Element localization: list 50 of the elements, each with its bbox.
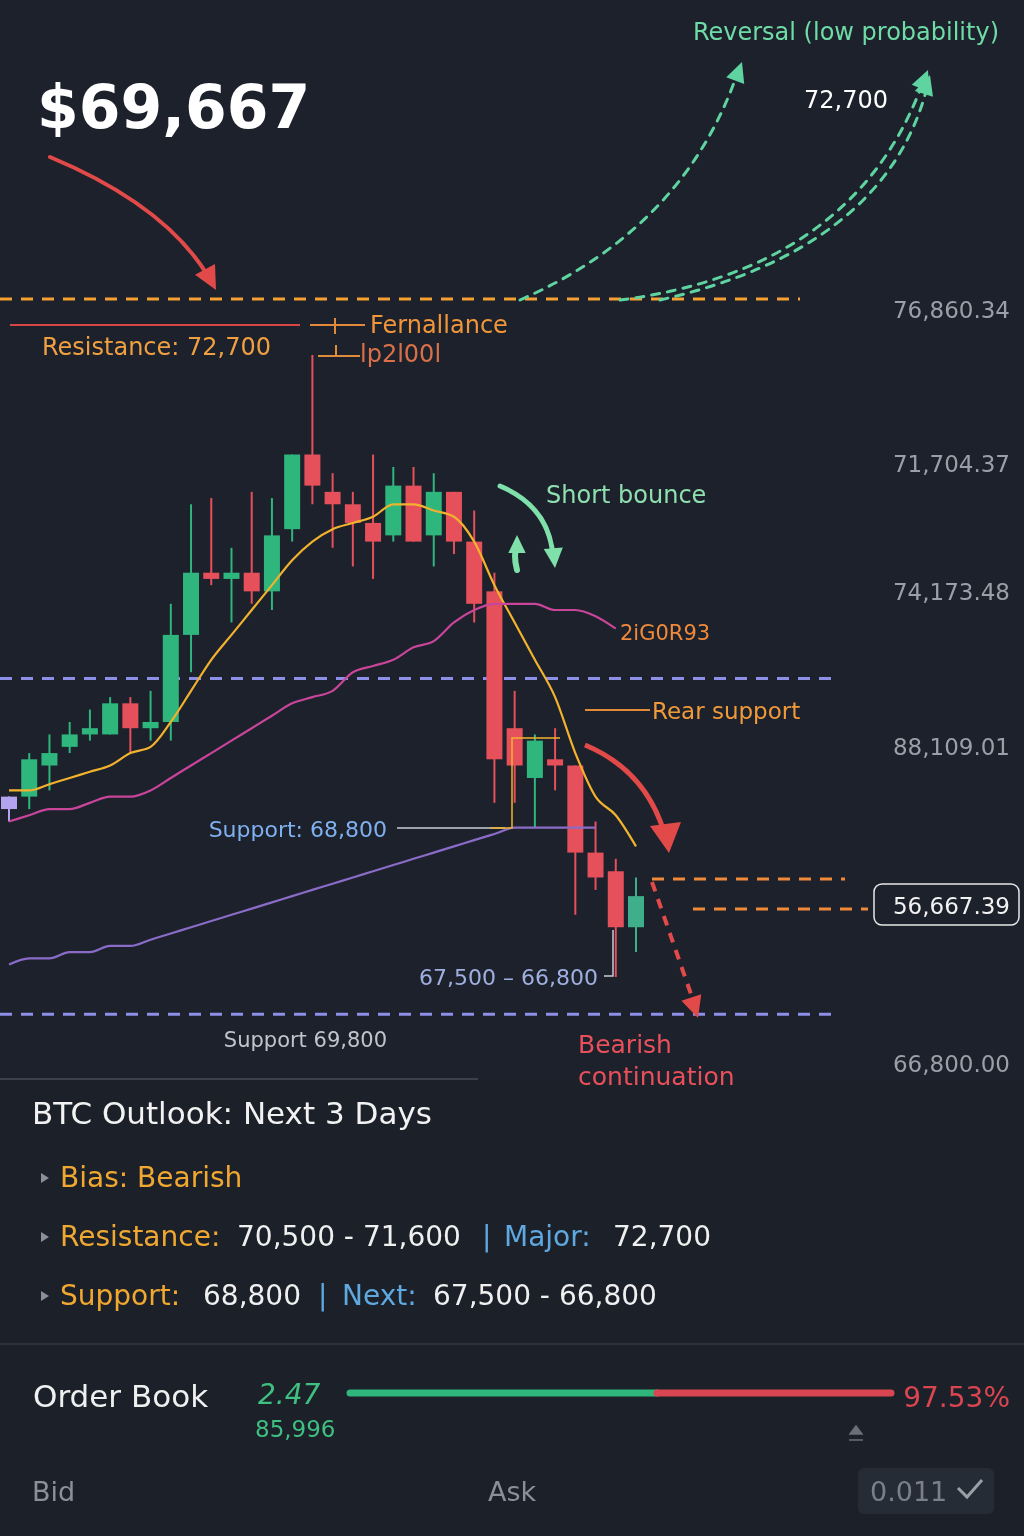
annotation: 2iG0R93	[620, 621, 711, 645]
text: Rear support	[652, 698, 801, 724]
candlestick	[223, 546, 240, 624]
text: 97.53%	[903, 1381, 1010, 1414]
text: 67,500 - 66,800	[433, 1279, 657, 1312]
text: BTC Outlook: Next 3 Days	[32, 1095, 432, 1131]
text: Fernallance	[370, 311, 508, 339]
annotation: Resistance: 72,700	[42, 333, 272, 361]
text: 0.011	[870, 1476, 948, 1507]
annotation: lp2l00l	[360, 340, 442, 368]
text: 72,700	[613, 1220, 711, 1253]
annotation: Support: 68,800	[208, 817, 387, 842]
text: Support 69,800	[223, 1028, 387, 1052]
text: 2.47	[258, 1378, 321, 1411]
text: Reversal (low probability)	[692, 18, 999, 46]
text: Order Book	[33, 1378, 209, 1414]
text: Bid	[32, 1476, 76, 1507]
text: 88,109.01	[892, 734, 1010, 760]
text: 85,996	[255, 1416, 336, 1442]
candlestick	[243, 490, 260, 605]
text: Ask	[488, 1476, 537, 1507]
annotation: 67,500 – 66,800	[419, 965, 598, 990]
text: Bias: Bearish	[60, 1161, 243, 1194]
candlestick	[365, 453, 382, 580]
text: 76,860.34	[892, 297, 1010, 323]
candlestick	[81, 708, 98, 742]
text: 68,800	[203, 1279, 301, 1312]
text: Support:	[60, 1279, 181, 1312]
candlestick	[324, 472, 341, 549]
candlestick	[142, 689, 159, 742]
text: 71,704.37	[892, 451, 1010, 477]
text: 70,500 - 71,600	[237, 1220, 461, 1253]
annotation: Short bounce	[546, 481, 707, 509]
candlestick	[203, 497, 220, 587]
text: 66,800.00	[892, 1051, 1010, 1077]
text: Resistance:	[60, 1220, 221, 1253]
text: 72,700	[804, 86, 888, 114]
text: Major:	[504, 1220, 591, 1253]
candlestick	[547, 727, 564, 792]
chart-title: $69,667	[37, 72, 311, 142]
candlestick	[41, 733, 58, 792]
text: 56,667.39	[892, 893, 1010, 919]
candlestick	[344, 490, 361, 568]
candlestick	[61, 720, 78, 755]
candlestick	[1, 795, 17, 823]
text: |	[318, 1279, 328, 1312]
text: Bearish continuation	[578, 1030, 735, 1091]
text: Next:	[342, 1279, 417, 1312]
text: 74,173.48	[892, 579, 1010, 605]
text: |	[482, 1220, 492, 1253]
